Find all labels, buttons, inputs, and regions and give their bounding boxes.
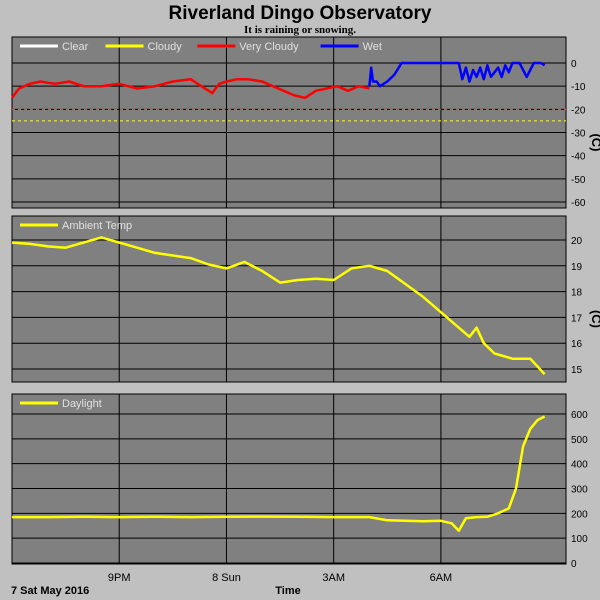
plot-area xyxy=(11,36,567,209)
chart-panel-2: 20 19 18 17 16 15 (C) Ambient Temp xyxy=(11,215,600,383)
legend-label: Ambient Temp xyxy=(62,220,132,232)
chart-panel-1: 0 -10 -20 -30 -40 -50 -60 (C) Clear Cloudy Very Cl… xyxy=(11,36,600,209)
legend-label: Very Cloudy xyxy=(239,41,299,53)
series-line-wet xyxy=(368,61,546,88)
legend-label: Daylight xyxy=(62,398,102,410)
y-tick-label: 15 xyxy=(571,365,583,376)
plot-area xyxy=(11,393,567,565)
y-tick-label: 200 xyxy=(571,509,588,520)
chart-panel-3: 600 500 400 300 200 100 0 Daylight xyxy=(11,393,588,570)
y-tick-label: 100 xyxy=(571,534,588,545)
chart-title: Riverland Dingo Observatory xyxy=(169,3,432,24)
y-tick-label: 20 xyxy=(571,236,583,247)
plot-area xyxy=(11,215,567,383)
panels-group: 0 -10 -20 -30 -40 -50 -60 (C) Clear Cloudy Very Cl… xyxy=(11,36,600,570)
y-tick-label: 600 xyxy=(571,410,588,421)
x-tick-label: 6AM xyxy=(430,572,453,584)
legend-label: Wet xyxy=(363,41,382,53)
legend-label: Clear xyxy=(62,41,89,53)
y-axis-unit: (C) xyxy=(589,133,600,151)
y-tick-label: 500 xyxy=(571,435,588,446)
x-axis: 9PM 8 Sun 3AM 6AM xyxy=(108,572,452,584)
x-tick-label: 9PM xyxy=(108,572,131,584)
y-tick-label: 300 xyxy=(571,485,588,496)
y-tick-label: -10 xyxy=(571,82,586,93)
series-line-ambient-temp xyxy=(11,236,546,376)
x-tick-label: 3AM xyxy=(322,572,345,584)
chart-subtitle: It is raining or snowing. xyxy=(244,24,356,36)
y-tick-label: 0 xyxy=(571,559,577,570)
date-label: 7 Sat May 2016 xyxy=(11,585,89,597)
series-line-very-cloudy xyxy=(11,77,370,100)
y-tick-label: -40 xyxy=(571,152,586,163)
y-tick-label: 17 xyxy=(571,313,583,324)
y-axis-unit: (C) xyxy=(589,310,600,328)
y-tick-label: 19 xyxy=(571,262,583,273)
x-axis-label: Time xyxy=(275,585,300,597)
y-tick-label: 18 xyxy=(571,288,583,299)
legend-label: Cloudy xyxy=(148,41,183,53)
y-tick-label: 400 xyxy=(571,460,588,471)
series-line-daylight xyxy=(12,415,546,532)
y-tick-label: -60 xyxy=(571,198,586,209)
y-tick-label: 16 xyxy=(571,339,583,350)
y-tick-label: 0 xyxy=(571,59,577,70)
y-tick-label: -30 xyxy=(571,129,586,140)
y-tick-label: -50 xyxy=(571,175,586,186)
y-tick-label: -20 xyxy=(571,105,586,116)
x-tick-label: 8 Sun xyxy=(212,572,241,584)
